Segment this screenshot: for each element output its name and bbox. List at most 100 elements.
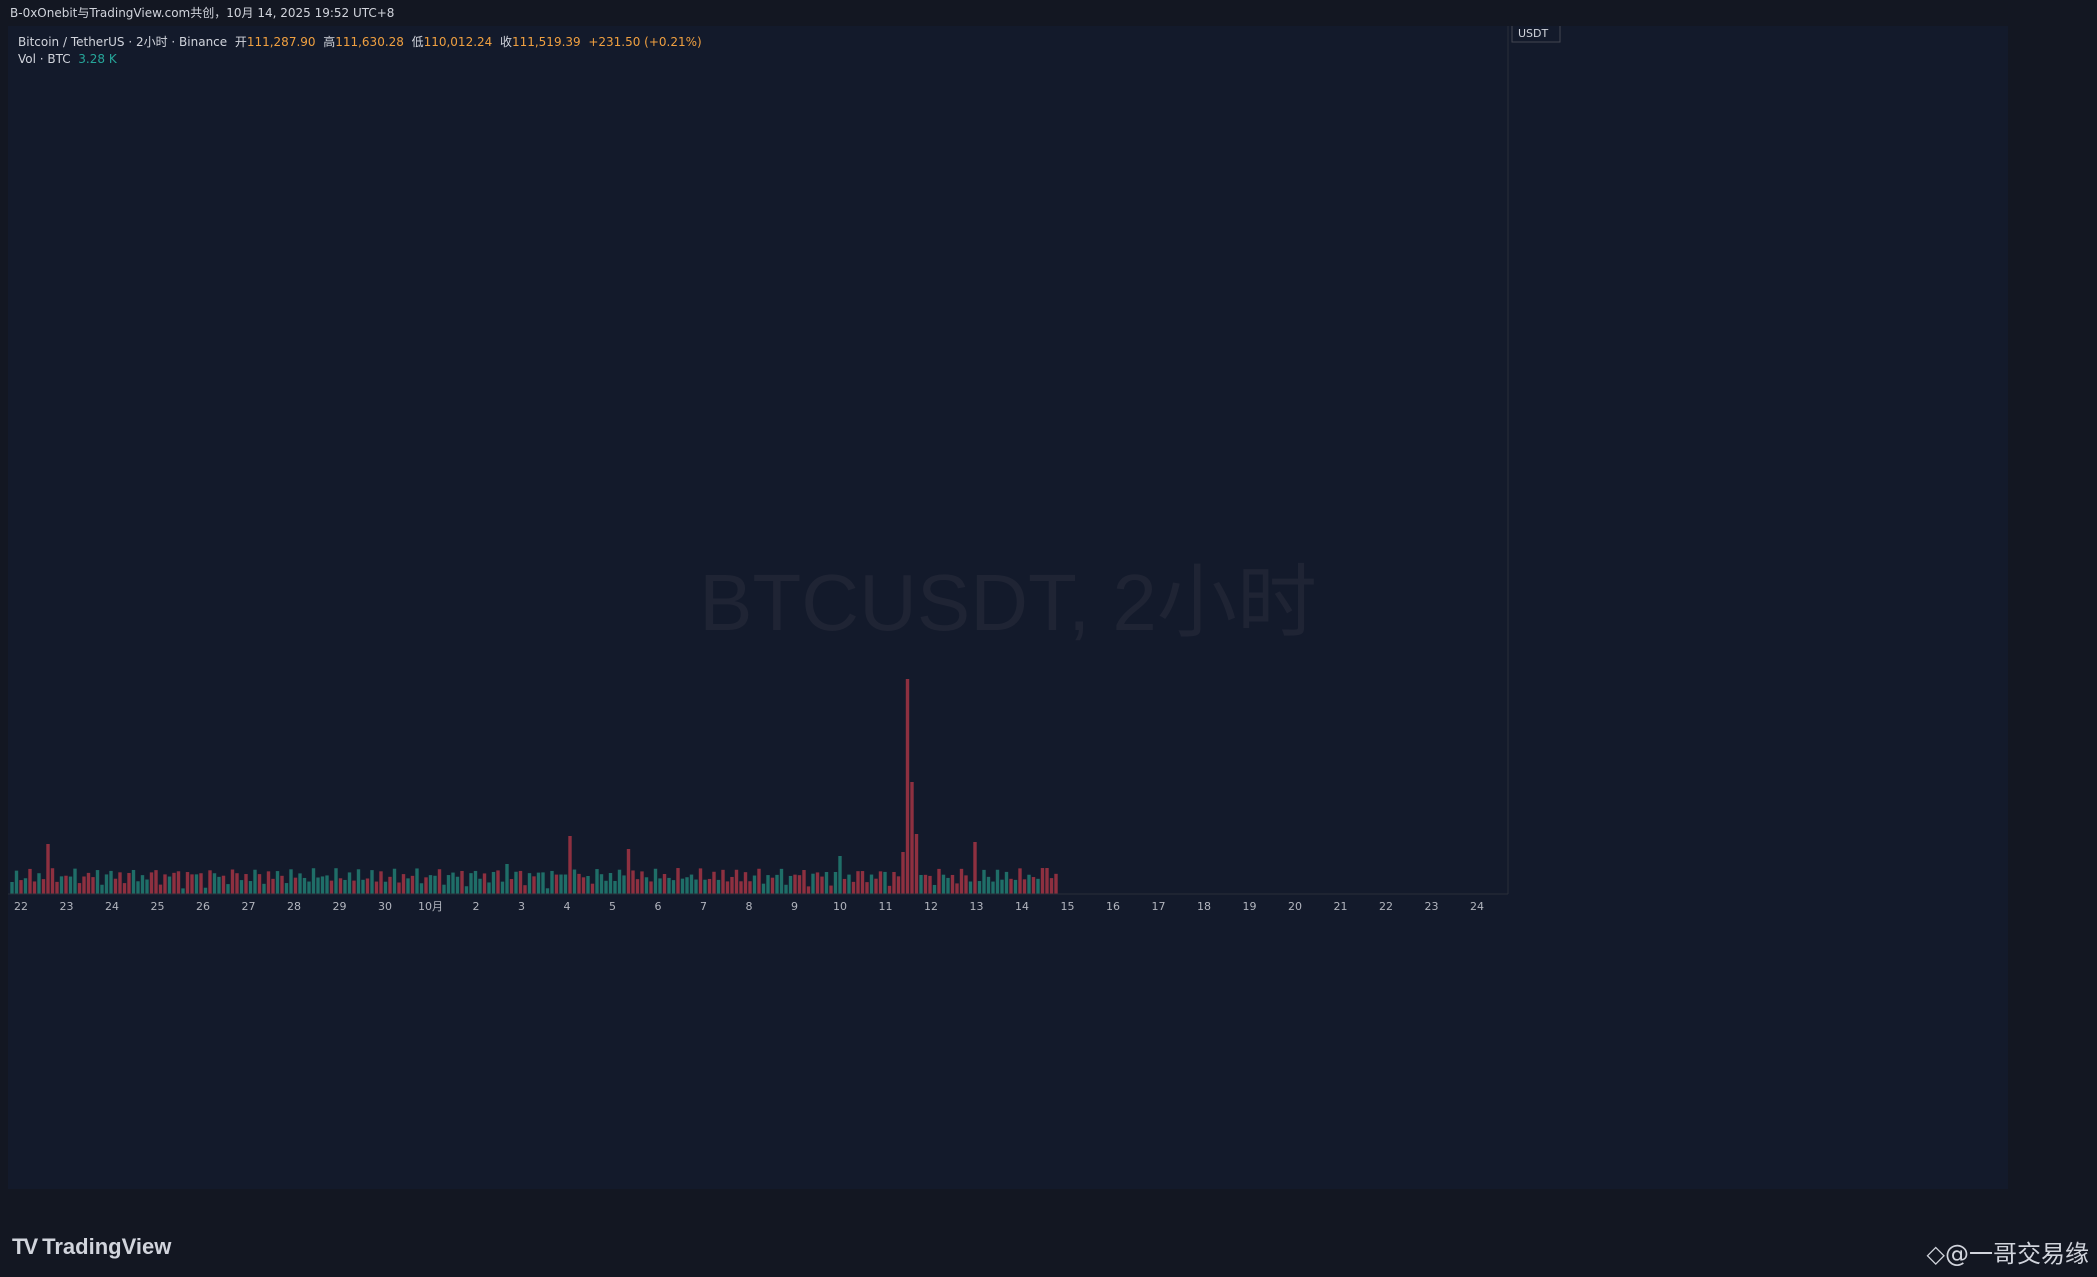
volume-bar <box>914 834 919 894</box>
volume-bar <box>995 869 1000 894</box>
volume-bar <box>127 872 131 894</box>
volume-bar <box>437 869 442 894</box>
volume-bar <box>833 872 838 894</box>
volume-bar <box>397 882 401 894</box>
volume-bar <box>811 873 815 894</box>
chart-area[interactable]: BTCUSDT, 2小时 124,474.00111,519.3907:59 9… <box>8 26 2008 1189</box>
volume-bar <box>838 856 842 894</box>
volume-bar <box>496 870 500 894</box>
volume-label: Vol · BTC <box>18 52 71 66</box>
volume-bar <box>1036 878 1040 894</box>
volume-bar <box>406 878 410 894</box>
volume-bar <box>869 874 874 894</box>
volume-bar <box>347 872 352 894</box>
time-tick-label: 27 <box>242 900 256 913</box>
volume-bar <box>415 868 419 894</box>
volume-bar <box>1040 868 1045 894</box>
volume-bar <box>284 883 289 894</box>
time-tick-label: 14 <box>1015 900 1029 913</box>
volume-bar <box>113 878 118 894</box>
volume-bar <box>248 881 253 894</box>
volume-bar <box>329 880 334 894</box>
volume-bar <box>878 871 883 894</box>
volume-bar <box>68 876 73 894</box>
volume-bar <box>82 876 86 894</box>
volume-bar <box>572 869 577 894</box>
author-handle: ◇@一哥交易缘 <box>1927 1234 2089 1269</box>
volume-bar <box>883 871 887 894</box>
volume-bar <box>109 870 113 894</box>
volume-bar <box>487 882 491 894</box>
time-tick-label: 13 <box>970 900 984 913</box>
volume-bar <box>923 874 928 894</box>
price-axis: 98,000.00100,000.00102,000.00104,000.001… <box>1507 26 1561 894</box>
footer-bar <box>0 1210 2097 1277</box>
volume-bar <box>352 880 356 894</box>
time-tick-label: 10月 <box>418 900 443 913</box>
time-tick-label: 3 <box>518 900 525 913</box>
volume-bar <box>599 874 604 894</box>
volume-bar <box>847 874 851 894</box>
time-tick-label: 15 <box>1061 900 1075 913</box>
volume-bar <box>1004 871 1009 894</box>
volume-bar <box>523 885 527 894</box>
volume-bar <box>680 878 685 894</box>
volume-bar <box>901 852 905 894</box>
volume-bar <box>244 874 248 894</box>
volume-bar <box>73 868 77 894</box>
time-tick-label: 16 <box>1106 900 1120 913</box>
volume-bar <box>320 876 325 894</box>
volume-bar <box>568 836 572 894</box>
time-tick-label: 22 <box>14 900 28 913</box>
time-tick-label: 18 <box>1197 900 1211 913</box>
volume-bar <box>905 679 910 894</box>
volume-bar <box>455 876 460 894</box>
volume-bar <box>185 872 190 894</box>
volume-bar <box>829 885 833 894</box>
volume-bar <box>451 872 455 894</box>
volume-bar <box>973 842 977 894</box>
volume-bar <box>500 881 505 894</box>
volume-bar <box>491 871 496 894</box>
volume-bar <box>676 868 680 894</box>
volume-bar <box>874 878 878 894</box>
volume-bar <box>23 878 28 894</box>
volume-bar <box>1027 874 1031 894</box>
volume-bar <box>176 871 181 894</box>
volume-bar <box>959 868 964 894</box>
volume-bar <box>703 879 707 894</box>
time-tick-label: 28 <box>287 900 301 913</box>
volume-bar <box>1018 868 1022 894</box>
tradingview-logo[interactable]: TV TradingView <box>12 1234 171 1260</box>
time-tick-label: 24 <box>1470 900 1484 913</box>
volume-bar <box>541 872 545 894</box>
volume-bar <box>221 875 226 894</box>
volume-bar <box>59 876 64 894</box>
volume-bar <box>140 875 145 894</box>
currency-box <box>1511 26 1561 43</box>
volume-bar <box>932 884 937 894</box>
volume-bar <box>986 876 991 894</box>
volume-bar <box>824 872 829 894</box>
volume-bar <box>478 878 482 894</box>
volume-bar <box>298 873 302 894</box>
volume-bar <box>262 883 266 894</box>
volume-bar <box>419 883 424 894</box>
volume-bar <box>289 869 293 894</box>
volume-bar <box>712 871 716 894</box>
volume-bar <box>950 874 955 894</box>
volume-bar <box>239 880 244 894</box>
volume-bar <box>919 874 923 894</box>
time-tick-label: 17 <box>1152 900 1166 913</box>
volume-bar <box>527 873 532 894</box>
volume-bar <box>266 871 271 894</box>
volume-bar <box>941 874 946 894</box>
volume-bar <box>505 864 509 894</box>
time-tick-label: 8 <box>746 900 753 913</box>
volume-bar <box>370 870 374 894</box>
volume-bar <box>689 874 694 894</box>
volume-bar <box>662 874 667 894</box>
symbol-watermark: BTCUSDT, 2小时 <box>699 558 1317 647</box>
volume-bar <box>707 878 712 894</box>
volume-bar <box>509 879 514 894</box>
